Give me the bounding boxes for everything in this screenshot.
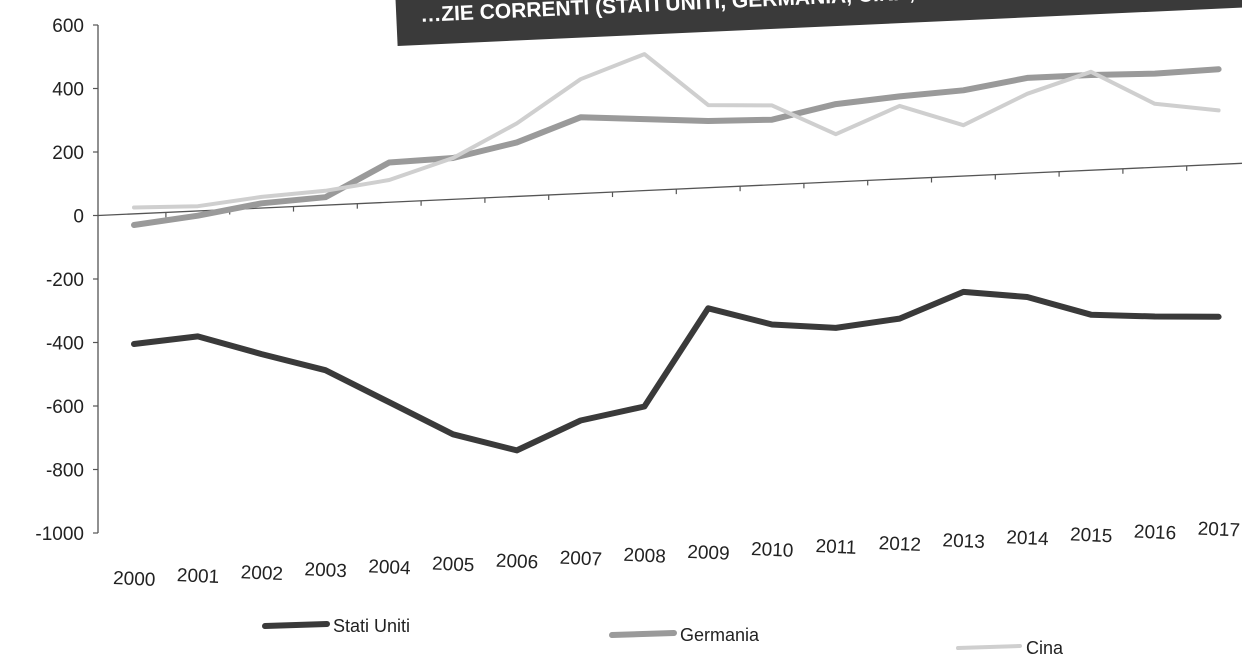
x-tick-label: 2015	[1070, 524, 1113, 547]
y-tick-label: 0	[73, 207, 84, 228]
legend-label: Cina	[1026, 638, 1064, 658]
legend: Stati Uniti Germania Cina	[262, 616, 1064, 658]
x-tick-label: 2014	[1006, 527, 1050, 550]
legend-swatch	[609, 630, 677, 638]
x-tick-label: 2003	[304, 559, 347, 582]
legend-label: Stati Uniti	[333, 616, 410, 636]
legend-swatch	[956, 644, 1022, 650]
x-axis-line	[97, 162, 1242, 217]
x-tick-label: 2011	[815, 536, 857, 559]
y-tick-label: -600	[46, 397, 84, 418]
y-tick-label: 200	[52, 143, 84, 164]
y-tick-label: -200	[46, 270, 84, 291]
legend-label: Germania	[680, 625, 760, 645]
y-tick-label: -1000	[35, 524, 84, 545]
x-tick-label: 2016	[1133, 522, 1176, 545]
x-tick-label: 2009	[687, 542, 730, 565]
x-tick-label: 2005	[432, 554, 475, 577]
y-tick-label: 400	[52, 80, 84, 101]
series-lines	[131, 52, 1222, 454]
y-tick-label: -800	[46, 461, 84, 482]
x-tick-label: 2004	[368, 556, 412, 579]
x-tick-label: 2013	[942, 530, 985, 553]
x-tick-label: 2001	[176, 565, 219, 588]
series-line-cina	[132, 52, 1221, 210]
series-line-germania	[131, 66, 1222, 228]
x-tick-label: 2017	[1197, 519, 1240, 542]
x-tick-label: 2008	[623, 545, 666, 568]
x-tick-label: 2000	[113, 568, 156, 591]
x-tick-label: 2002	[240, 562, 283, 585]
y-tick-label: 600	[52, 16, 84, 37]
legend-swatch	[262, 621, 330, 629]
x-tick-label: 2010	[751, 539, 794, 562]
x-tick-label: 2012	[878, 533, 921, 556]
series-line-stati-uniti	[131, 288, 1222, 454]
x-tick-label: 2007	[559, 548, 602, 571]
chart-axes	[97, 25, 1242, 533]
x-tick-label: 2006	[495, 551, 538, 574]
y-tick-label: -400	[46, 334, 84, 355]
